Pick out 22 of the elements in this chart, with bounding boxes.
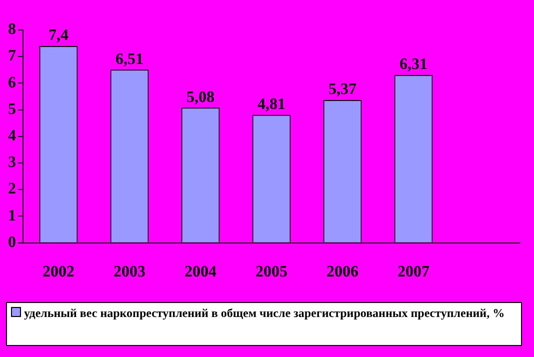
x-tick-label: 2004 (184, 264, 216, 281)
text: 7,4 (48, 27, 68, 44)
y-tick-label: 1 (8, 207, 16, 224)
text: 6,31 (400, 56, 428, 74)
x-tick-label: 2002 (42, 264, 74, 281)
y-tick-label: 7 (8, 48, 16, 65)
text: 5,08 (186, 88, 214, 106)
x-tick-label: 2005 (256, 264, 288, 281)
x-tick-label: 2007 (398, 264, 430, 281)
y-tick-label: 6 (8, 74, 16, 92)
y-tick-label: 0 (8, 234, 16, 251)
legend-label: удельный вес наркопреступлений в общем числе зарегистрированных преступлений, % (23, 306, 505, 320)
y-tick-label: 4 (8, 128, 16, 145)
text: 4,81 (258, 96, 286, 113)
x-tick-label: 2006 (326, 264, 358, 281)
y-tick-label: 3 (8, 154, 16, 172)
y-tick-label: 5 (8, 100, 16, 118)
text: 6,51 (116, 50, 144, 68)
y-tick-label: 2 (8, 180, 16, 198)
x-tick-label: 2003 (114, 264, 146, 281)
y-tick-label: 8 (8, 21, 16, 38)
text: 5,37 (328, 81, 356, 98)
